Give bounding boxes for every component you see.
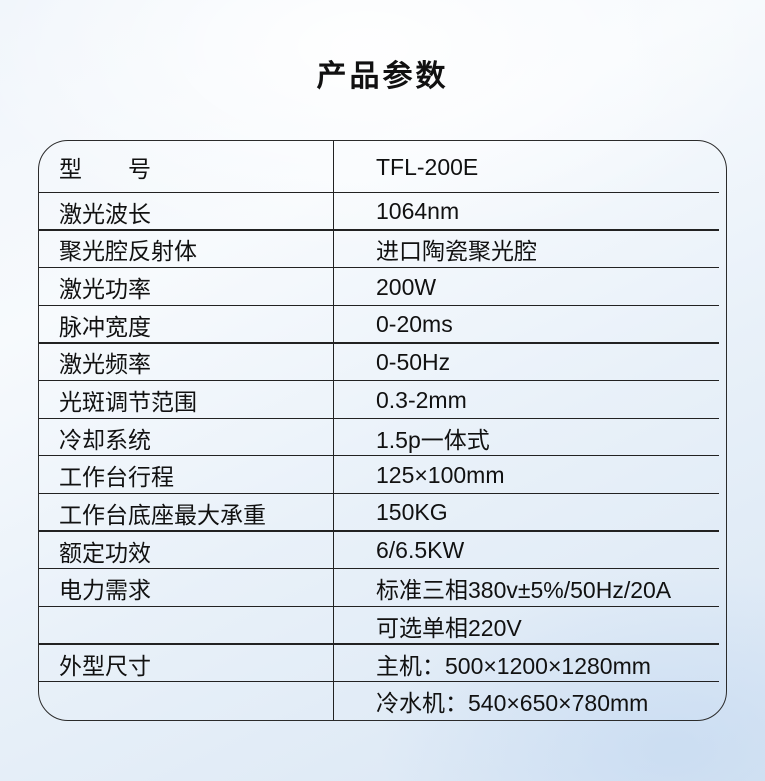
spec-label: 型 号: [59, 156, 151, 182]
spec-value: 6/6.5KW: [376, 537, 465, 564]
table-row: 工作台行程 125×100mm: [39, 456, 726, 494]
spec-value: 1064nm: [376, 198, 460, 225]
spec-value: TFL-200E: [376, 153, 479, 180]
column-divider: [333, 141, 335, 720]
spec-label: 工作台行程: [59, 464, 174, 491]
table-row: 激光功率 200W: [39, 268, 726, 306]
table-row: 可选单相220V: [39, 607, 726, 645]
spec-value: 主机：500×1200×1280mm: [376, 652, 651, 679]
table-row: 激光波长 1064nm: [39, 193, 726, 231]
spec-value: 进口陶瓷聚光腔: [376, 238, 537, 265]
spec-label: 光斑调节范围: [59, 389, 197, 416]
spec-label: 激光功率: [59, 276, 151, 303]
spec-label: 电力需求: [59, 577, 151, 604]
spec-value: 冷水机：540×650×780mm: [376, 690, 649, 717]
spec-label: 工作台底座最大承重: [59, 501, 266, 528]
spec-label: 外型尺寸: [59, 652, 151, 679]
spec-value: 0.3-2mm: [376, 386, 467, 413]
table-row: 冷水机：540×650×780mm: [39, 682, 726, 720]
table-row: 冷却系统 1.5p一体式: [39, 419, 726, 457]
table-row: 脉冲宽度 0-20ms: [39, 306, 726, 344]
table-row: 光斑调节范围 0.3-2mm: [39, 381, 726, 419]
spec-label: 激光频率: [59, 351, 151, 378]
spec-table-body: 型 号 TFL-200E 激光波长 1064nm 聚光腔反射体 进口陶瓷聚光腔激光功率 20…: [39, 141, 726, 720]
table-row: 聚光腔反射体 进口陶瓷聚光腔: [39, 231, 726, 269]
spec-label: 激光波长: [59, 200, 151, 227]
table-row: 外型尺寸 主机：500×1200×1280mm: [39, 645, 726, 683]
spec-value: 125×100mm: [376, 461, 505, 488]
table-row: 激光频率 0-50Hz: [39, 344, 726, 382]
table-row: 额定功效 6/6.5KW: [39, 532, 726, 570]
table-row: 型 号 TFL-200E: [39, 141, 726, 193]
spec-value: 可选单相220V: [376, 614, 522, 641]
spec-label: 聚光腔反射体: [59, 238, 197, 265]
spec-value: 1.5p一体式: [376, 426, 490, 453]
spec-label: 额定功效: [59, 539, 151, 566]
spec-value: 标准三相380v±5%/50Hz/20A: [376, 577, 672, 604]
spec-label: 脉冲宽度: [59, 313, 151, 340]
spec-value: 150KG: [376, 499, 448, 526]
page-title: 产品参数: [316, 60, 449, 93]
table-row: 电力需求 标准三相380v±5%/50Hz/20A: [39, 569, 726, 607]
spec-value: 0-20ms: [376, 311, 453, 338]
spec-value: 0-50Hz: [376, 348, 451, 375]
spec-label: 冷却系统: [59, 426, 151, 453]
table-row: 工作台底座最大承重 150KG: [39, 494, 726, 532]
spec-table: 型 号 TFL-200E 激光波长 1064nm 聚光腔反射体 进口陶瓷聚光腔激光功率 20…: [38, 140, 727, 721]
spec-value: 200W: [376, 273, 437, 300]
